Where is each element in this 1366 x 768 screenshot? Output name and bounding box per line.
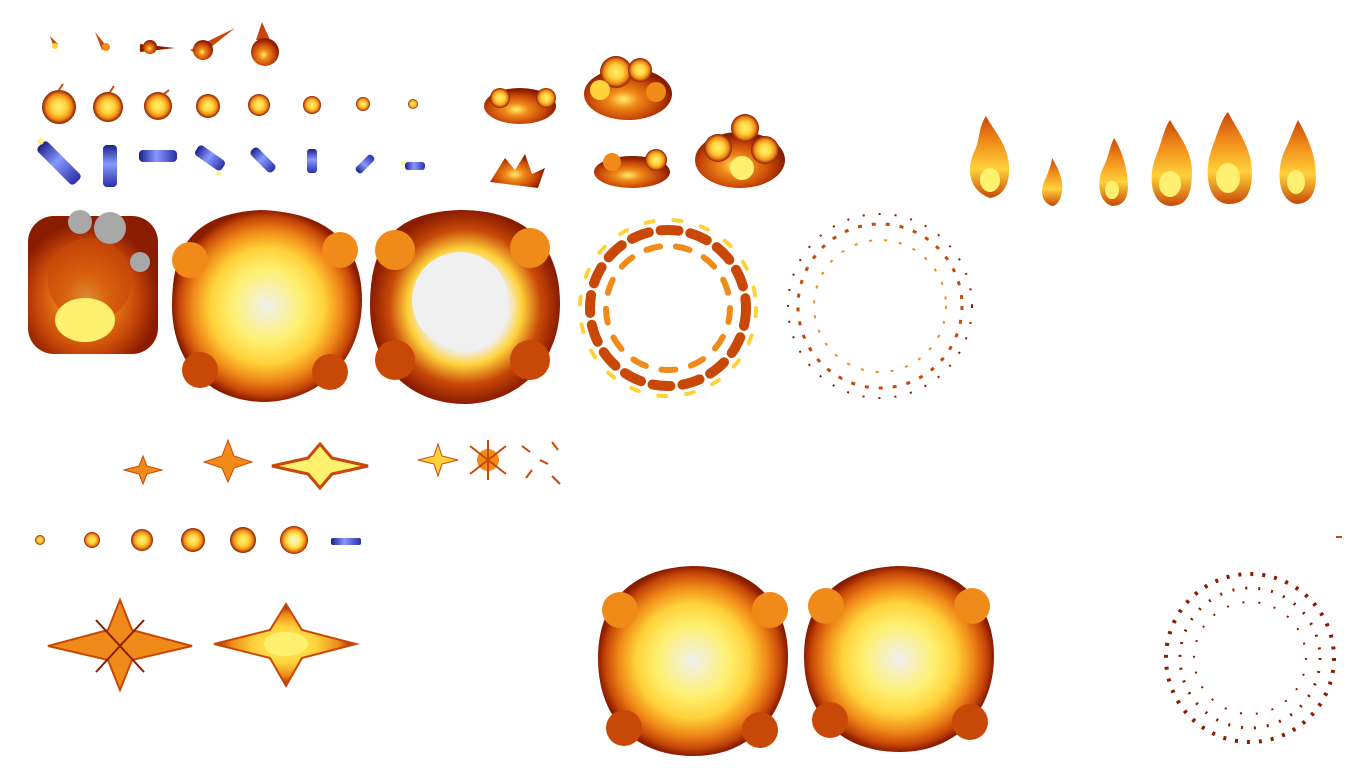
dynamite-frame-6 <box>307 149 317 173</box>
orb-frame-3 <box>131 529 153 551</box>
flame-frame-1 <box>969 116 1010 198</box>
bomb-shrink-frames <box>42 83 418 124</box>
orb-frame-7 <box>331 538 361 545</box>
big-explosion-pair <box>598 566 994 756</box>
orb-frame-6 <box>280 526 308 554</box>
dynamite-spin-frames <box>37 138 425 187</box>
orb-frame-2 <box>84 532 100 548</box>
big-explosion-frame-2 <box>804 566 994 752</box>
big-explosion-frame-1 <box>598 566 788 756</box>
explosion-frame-4 <box>578 218 758 398</box>
flame-frame-2 <box>1042 158 1063 206</box>
flare-frame-1 <box>47 597 193 693</box>
bomb-frame-5 <box>248 94 270 116</box>
stray-pixel <box>1336 536 1342 538</box>
comet-trail-frames <box>50 22 279 66</box>
comet-frame-5 <box>251 22 279 66</box>
bomb-frame-7 <box>356 97 370 111</box>
dynamite-frame-5 <box>250 147 276 173</box>
spark-frame-5 <box>469 440 507 480</box>
bomb-frame-1 <box>42 83 76 124</box>
comet-frame-2 <box>95 32 110 51</box>
bomb-frame-8 <box>408 99 418 109</box>
bomb-frame-6 <box>303 96 321 114</box>
burst-frame-2 <box>584 56 672 120</box>
flame-frame-5 <box>1207 112 1252 204</box>
spark-frame-2 <box>202 438 254 484</box>
burst-frame-3 <box>490 154 545 188</box>
orb-frame-5 <box>230 527 256 553</box>
flare-burst-frames <box>47 597 360 693</box>
burst-frame-4 <box>594 149 670 188</box>
comet-frame-1 <box>50 36 58 49</box>
flame-frame-6 <box>1279 120 1316 204</box>
debris-ring <box>1164 572 1336 744</box>
dynamite-frame-2 <box>103 145 117 187</box>
flame-column-frames <box>969 112 1316 206</box>
dynamite-frame-3 <box>139 150 177 162</box>
bomb-frame-4 <box>196 94 220 118</box>
comet-frame-4 <box>190 28 235 60</box>
spark-flash-frames <box>122 438 561 491</box>
dynamite-frame-1 <box>37 138 81 185</box>
spark-frame-1 <box>122 454 164 486</box>
large-explosion-frames <box>28 210 973 404</box>
spark-frame-3 <box>271 441 369 491</box>
bomb-frame-2 <box>93 85 123 122</box>
orb-frame-1 <box>35 535 45 545</box>
spark-frame-4 <box>417 442 459 478</box>
small-burst-frames <box>484 56 785 188</box>
burst-frame-1 <box>484 88 556 124</box>
spark-frame-6 <box>521 441 561 485</box>
explosion-frame-5 <box>787 213 973 399</box>
flame-frame-4 <box>1151 120 1192 206</box>
dynamite-frame-4 <box>195 145 225 176</box>
orb-grow-frames <box>35 526 361 554</box>
explosion-frame-2 <box>172 210 362 402</box>
dynamite-frame-8 <box>401 161 425 170</box>
explosion-frame-1 <box>28 210 158 354</box>
flame-frame-3 <box>1099 138 1128 206</box>
burst-frame-5 <box>695 114 785 188</box>
dynamite-frame-7 <box>355 154 375 174</box>
explosion-frame-3 <box>370 210 560 404</box>
bomb-frame-3 <box>144 89 172 120</box>
orb-frame-4 <box>181 528 205 552</box>
flare-frame-2 <box>213 602 360 689</box>
comet-frame-3 <box>140 40 175 54</box>
